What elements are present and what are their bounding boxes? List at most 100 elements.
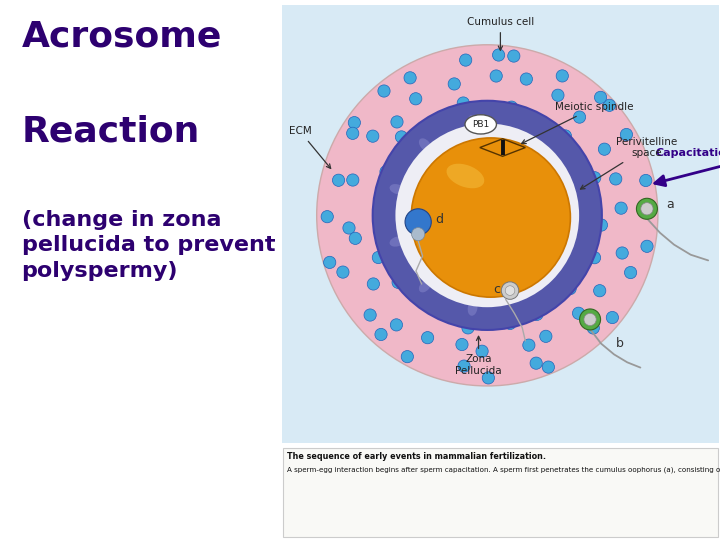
Circle shape <box>641 240 653 252</box>
Circle shape <box>559 130 572 142</box>
Circle shape <box>540 330 552 342</box>
Circle shape <box>606 312 618 323</box>
Circle shape <box>412 227 425 241</box>
Circle shape <box>624 266 636 279</box>
Circle shape <box>436 305 448 318</box>
Circle shape <box>508 50 520 62</box>
Circle shape <box>603 99 616 111</box>
Circle shape <box>337 266 349 278</box>
Circle shape <box>348 117 361 129</box>
Circle shape <box>505 101 518 113</box>
Text: Capacitation: Capacitation <box>656 148 720 158</box>
Circle shape <box>504 318 516 329</box>
Circle shape <box>588 172 600 184</box>
Text: a: a <box>667 198 675 211</box>
Circle shape <box>405 209 431 235</box>
Text: PB1: PB1 <box>472 120 490 129</box>
Circle shape <box>523 339 535 351</box>
Circle shape <box>373 101 602 330</box>
Circle shape <box>610 173 622 185</box>
Circle shape <box>636 198 657 219</box>
Text: The sequence of early events in mammalian fertilization.: The sequence of early events in mammalia… <box>287 452 546 461</box>
Circle shape <box>530 357 542 369</box>
Text: Cumulus cell: Cumulus cell <box>467 17 534 50</box>
Circle shape <box>564 282 576 295</box>
Ellipse shape <box>419 279 431 292</box>
Circle shape <box>476 345 488 357</box>
Circle shape <box>401 350 413 363</box>
Circle shape <box>321 211 333 223</box>
Circle shape <box>378 85 390 97</box>
Text: Acrosome: Acrosome <box>22 19 222 53</box>
Text: c: c <box>493 283 500 296</box>
Circle shape <box>598 143 611 156</box>
Circle shape <box>531 308 543 321</box>
Circle shape <box>317 45 658 386</box>
Circle shape <box>346 127 359 139</box>
Text: Meiotic spindle: Meiotic spindle <box>521 103 634 144</box>
Circle shape <box>343 222 355 234</box>
Circle shape <box>521 73 533 85</box>
Text: A sperm-egg interaction begins after sperm capacitation. A sperm first penetrate: A sperm-egg interaction begins after spe… <box>287 466 720 473</box>
Circle shape <box>346 174 359 186</box>
Circle shape <box>431 117 443 129</box>
Circle shape <box>333 174 345 186</box>
Circle shape <box>639 174 652 187</box>
Circle shape <box>593 285 606 297</box>
Circle shape <box>621 129 633 140</box>
Circle shape <box>641 202 653 215</box>
Ellipse shape <box>419 138 431 151</box>
Circle shape <box>392 276 404 288</box>
Circle shape <box>588 252 600 264</box>
Circle shape <box>462 322 474 334</box>
Circle shape <box>580 309 600 330</box>
Circle shape <box>572 307 585 319</box>
Circle shape <box>323 256 336 268</box>
Circle shape <box>380 166 392 178</box>
Circle shape <box>457 97 469 109</box>
Circle shape <box>456 339 468 350</box>
Circle shape <box>552 89 564 102</box>
Circle shape <box>482 372 495 384</box>
Circle shape <box>542 361 554 373</box>
Circle shape <box>640 200 652 212</box>
Circle shape <box>615 202 627 214</box>
Text: d: d <box>435 213 443 226</box>
Circle shape <box>573 111 585 123</box>
Circle shape <box>492 49 505 61</box>
Circle shape <box>372 252 384 264</box>
Circle shape <box>490 70 503 82</box>
Circle shape <box>377 218 389 231</box>
Circle shape <box>404 72 416 84</box>
Circle shape <box>375 328 387 341</box>
Text: b: b <box>616 337 624 350</box>
Ellipse shape <box>390 184 405 194</box>
Circle shape <box>505 286 515 295</box>
Circle shape <box>395 131 408 143</box>
Circle shape <box>459 54 472 66</box>
Circle shape <box>534 118 546 130</box>
Circle shape <box>364 309 377 321</box>
Text: Perivitelline
space: Perivitelline space <box>580 137 678 189</box>
Text: Zona
Pellucida: Zona Pellucida <box>455 336 502 376</box>
Text: Reaction: Reaction <box>22 114 200 148</box>
Circle shape <box>395 124 579 307</box>
Circle shape <box>410 93 422 105</box>
Circle shape <box>458 360 470 372</box>
Circle shape <box>595 219 608 231</box>
Circle shape <box>367 278 379 290</box>
Text: (change in zona
pellucida to prevent
polyspermy): (change in zona pellucida to prevent pol… <box>22 210 275 281</box>
Ellipse shape <box>390 237 405 247</box>
Circle shape <box>595 91 607 104</box>
Circle shape <box>556 70 568 82</box>
Circle shape <box>501 282 519 299</box>
Ellipse shape <box>446 164 485 188</box>
Text: ECM: ECM <box>289 126 330 168</box>
Circle shape <box>616 247 629 259</box>
Circle shape <box>366 130 379 142</box>
FancyBboxPatch shape <box>283 448 718 537</box>
Circle shape <box>391 116 403 128</box>
Circle shape <box>421 332 433 344</box>
Ellipse shape <box>465 114 497 134</box>
Circle shape <box>411 138 570 297</box>
